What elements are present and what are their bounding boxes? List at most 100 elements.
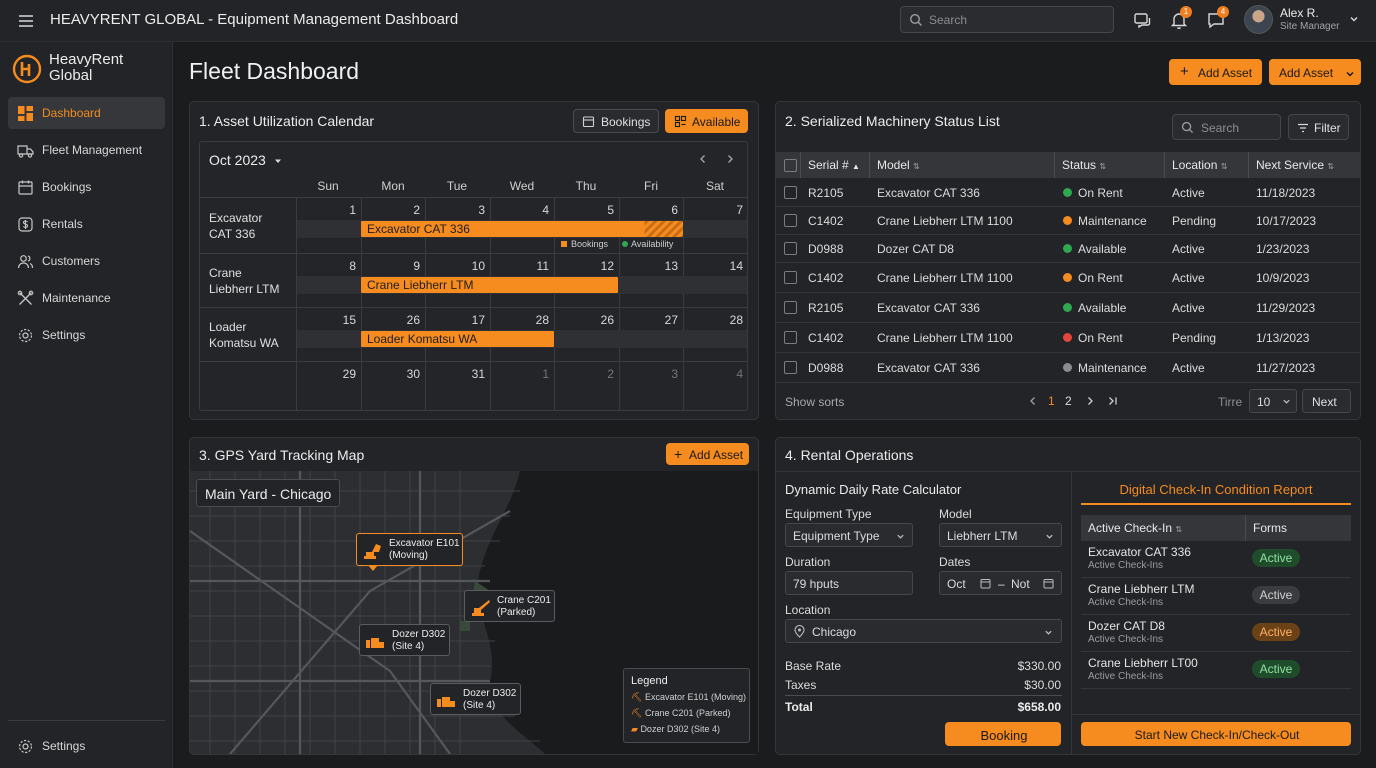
brand-logo-icon [12, 54, 42, 84]
chevron-left-icon[interactable] [697, 153, 709, 165]
chevron-right-icon[interactable] [724, 153, 736, 165]
global-search[interactable] [900, 6, 1114, 33]
add-asset-button[interactable]: + Add Asset [1169, 59, 1262, 85]
booking-bar-crane[interactable]: Crane Liebherr LTM [361, 277, 618, 293]
booking-button[interactable]: Booking [945, 722, 1061, 746]
booking-bar-excavator[interactable]: Excavator CAT 336 [361, 221, 683, 237]
crane-icon [472, 600, 490, 616]
table-row[interactable]: D0988 Excavator CAT 336 Maintenance Acti… [776, 353, 1360, 382]
resource-label-crane: Crane Liebherr LTM [209, 266, 280, 296]
row-checkbox[interactable] [784, 361, 797, 374]
day-of-week: Wed [509, 179, 535, 193]
last-page-icon[interactable] [1107, 396, 1119, 406]
next-page-button[interactable]: Next [1302, 389, 1351, 413]
day-of-week: Fri [644, 179, 658, 193]
day-number: 28 [729, 313, 743, 327]
checkin-title: Digital Check-In Condition Report [1119, 482, 1313, 497]
day-of-week: Sun [317, 179, 339, 193]
sidebar-item-label: Maintenance [42, 291, 111, 305]
map-marker-crane[interactable]: Crane C201 (Parked) [464, 590, 555, 622]
chevron-down-icon[interactable] [1349, 14, 1359, 24]
map-marker-excavator[interactable]: Excavator E101 (Moving) [356, 533, 463, 566]
page-2[interactable]: 2 [1065, 394, 1072, 408]
checkin-row[interactable]: Excavator CAT 336 Active Check-Ins Activ… [1081, 541, 1351, 578]
select-all-checkbox[interactable] [784, 159, 797, 172]
row-checkbox[interactable] [784, 186, 797, 199]
chevron-right-icon[interactable] [1085, 396, 1095, 406]
legend-availability: Availability [622, 239, 673, 249]
status-search[interactable]: Search [1172, 114, 1281, 140]
base-rate-label: Base Rate [785, 659, 842, 673]
table-row[interactable]: R2105 Excavator CAT 336 On Rent Active 1… [776, 179, 1360, 207]
page-1[interactable]: 1 [1048, 394, 1055, 408]
divider [785, 695, 1062, 696]
row-checkbox[interactable] [784, 271, 797, 284]
equipment-type-select[interactable]: Equipment Type [785, 523, 913, 547]
sidebar-item-bookings[interactable]: Bookings [8, 171, 165, 203]
date-range-picker[interactable]: Oct – Not [939, 571, 1062, 595]
grid-line [200, 361, 747, 362]
table-row[interactable]: D0988 Dozer CAT D8 Available Active 1/23… [776, 235, 1360, 263]
add-asset-dropdown-button[interactable]: Add Asset [1269, 59, 1361, 85]
checkin-row[interactable]: Crane Liebherr LT00 Active Check-Ins Act… [1081, 652, 1351, 689]
chat-icon[interactable] [1132, 9, 1154, 31]
start-checkin-button[interactable]: Start New Check-In/Check-Out [1081, 722, 1351, 746]
table-row[interactable]: R2105 Excavator CAT 336 Available Active… [776, 293, 1360, 322]
row-checkbox[interactable] [784, 331, 797, 344]
show-sorts-link[interactable]: Show sorts [785, 395, 845, 409]
column-header-serial[interactable]: Serial # ▲ [808, 158, 860, 172]
tab-bookings[interactable]: Bookings [573, 109, 659, 133]
grid-line [361, 197, 362, 410]
table-row[interactable]: C1402 Crane Liebherr LTM 1100 Maintenanc… [776, 207, 1360, 235]
map-add-asset-button[interactable]: + Add Asset [666, 443, 749, 465]
calendar-title: 1. Asset Utilization Calendar [199, 113, 375, 129]
search-icon [1181, 121, 1194, 134]
map-marker-dozer-2[interactable]: Dozer D302 (Site 4) [430, 683, 521, 715]
row-checkbox[interactable] [784, 301, 797, 314]
row-divider [1081, 614, 1351, 615]
chevron-down-icon [1045, 630, 1052, 635]
checkin-row[interactable]: Dozer CAT D8 Active Check-Ins Active [1081, 615, 1351, 652]
table-row[interactable]: C1402 Crane Liebherr LTM 1100 On Rent Ac… [776, 263, 1360, 292]
column-header-location[interactable]: Location ⇅ [1172, 158, 1228, 172]
sidebar-item-label: Dashboard [42, 106, 101, 120]
hamburger-menu-icon[interactable] [16, 11, 36, 31]
sidebar-item-rentals[interactable]: Rentals [8, 208, 165, 240]
grid-line [490, 197, 491, 410]
sidebar-item-dashboard[interactable]: Dashboard [8, 97, 165, 129]
filter-button[interactable]: Filter [1288, 114, 1349, 140]
per-page-select[interactable]: 10 [1249, 389, 1297, 413]
search-placeholder: Search [1201, 121, 1240, 135]
column-header-next-service[interactable]: Next Service ⇅ [1256, 158, 1335, 172]
column-header-active-checkin[interactable]: Active Check-In ⇅ [1088, 521, 1183, 535]
column-header-status[interactable]: Status ⇅ [1062, 158, 1107, 172]
sidebar-footer-settings[interactable]: Settings [8, 730, 165, 762]
chevron-left-icon[interactable] [1028, 396, 1038, 406]
duration-input[interactable]: 79 hputs [785, 571, 913, 595]
checkin-row[interactable]: Crane Liebherr LTM Active Check-Ins Acti… [1081, 578, 1351, 615]
booking-bar-loader[interactable]: Loader Komatsu WA [361, 331, 554, 347]
row-checkbox[interactable] [784, 242, 797, 255]
bell-icon[interactable]: 1 [1168, 6, 1192, 31]
divider [776, 471, 1360, 472]
month-selector[interactable]: Oct 2023 [209, 152, 282, 168]
avatar[interactable] [1244, 5, 1273, 34]
table-row[interactable]: C1402 Crane Liebherr LTM 1100 On Rent Pe… [776, 323, 1360, 352]
row-checkbox[interactable] [784, 214, 797, 227]
sidebar-item-customers[interactable]: Customers [8, 245, 165, 277]
sidebar-item-fleet-management[interactable]: Fleet Management [8, 134, 165, 166]
day-number: 13 [664, 259, 678, 273]
filter-icon [1298, 123, 1308, 133]
sidebar-item-maintenance[interactable]: Maintenance [8, 282, 165, 314]
model-select[interactable]: Liebherr LTM [939, 523, 1062, 547]
yard-label: Main Yard - Chicago [196, 479, 340, 507]
column-header-model[interactable]: Model ⇅ [877, 158, 920, 172]
sidebar-item-settings[interactable]: Settings [8, 319, 165, 351]
map-marker-dozer-1[interactable]: Dozer D302 (Site 4) [359, 624, 450, 656]
search-input[interactable] [929, 11, 1109, 29]
message-icon[interactable]: 4 [1205, 6, 1229, 31]
day-number: 27 [664, 313, 678, 327]
location-select[interactable]: Chicago [785, 619, 1062, 643]
time-label: Tirre [1218, 395, 1243, 409]
tab-available[interactable]: Available [665, 109, 748, 133]
